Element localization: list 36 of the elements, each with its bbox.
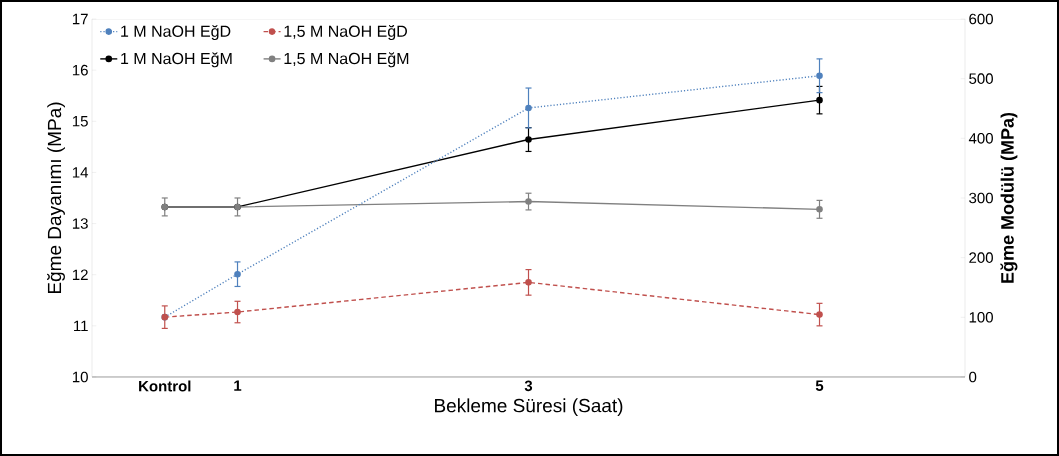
y-tick-label: 13	[72, 218, 88, 229]
y2-tick-label: 600	[969, 13, 993, 25]
x-axis-title: Bekleme Süresi (Saat)	[435, 398, 623, 417]
point	[816, 96, 823, 104]
point	[816, 72, 823, 80]
point	[525, 198, 532, 205]
point	[234, 308, 241, 316]
legend-label: 1 M NaOH EğM	[121, 52, 232, 68]
y2-tick-label: 300	[969, 192, 993, 204]
point	[525, 104, 532, 112]
y-tick-label: 11	[74, 320, 88, 331]
y-tick-label: 10	[72, 371, 88, 383]
y-tick-label: 12	[72, 269, 88, 280]
x-tick-label: 5	[815, 380, 824, 391]
x-tick-label: 1	[234, 380, 242, 391]
y-tick-label: 14	[72, 167, 89, 178]
legend-label: 1,5 M NaOH EğM	[284, 52, 409, 68]
y-tick-label: 15	[72, 116, 88, 127]
y-tick-label: 16	[72, 64, 88, 76]
y2-tick-label: 200	[969, 252, 993, 263]
x-tick-label: 3	[524, 380, 533, 392]
y-tick-label: 17	[72, 13, 88, 25]
y2-tick-label: 500	[969, 73, 993, 84]
y2-tick-label: 100	[969, 312, 993, 323]
y2-tick-label: 400	[968, 133, 993, 144]
point	[816, 206, 823, 213]
point	[525, 136, 532, 143]
point	[525, 279, 532, 286]
point	[816, 311, 823, 318]
y2-tick-label: 0	[969, 371, 977, 383]
x-tick-label: Kontrol	[139, 380, 191, 392]
legend-label: 1 M NaOH EğD	[121, 24, 231, 41]
legend-label: 1,5 M NaOH EğD	[284, 24, 407, 41]
y2-axis-title: Eğme Modülü (MPa)	[1000, 112, 1018, 283]
point	[234, 270, 241, 278]
y-axis-title: Eğme Dayanımı (MPa)	[47, 102, 65, 294]
